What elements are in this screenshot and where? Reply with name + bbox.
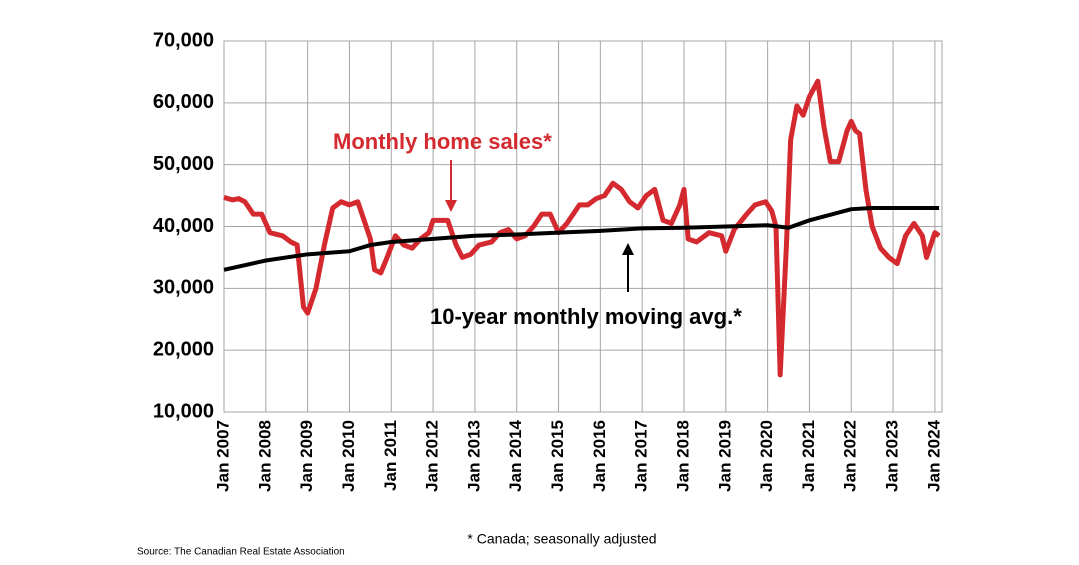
x-tick-label: Jan 2012	[423, 420, 442, 492]
x-tick-label: Jan 2009	[297, 420, 316, 492]
x-tick-label: Jan 2008	[255, 420, 274, 492]
series-line	[223, 78, 941, 378]
source: Source: The Canadian Real Estate Associa…	[137, 547, 345, 558]
x-tick-label: Jan 2013	[464, 420, 483, 492]
arrow-head	[622, 243, 634, 255]
series-label: Monthly home sales*	[333, 129, 552, 154]
x-tick-label: Jan 2023	[883, 420, 902, 492]
series-label: 10-year monthly moving avg.*	[430, 304, 742, 329]
x-tick-label: Jan 2010	[339, 420, 358, 492]
x-tick-label: Jan 2022	[841, 420, 860, 492]
x-tick-label: Jan 2015	[548, 420, 567, 492]
y-tick-label: 60,000	[153, 91, 214, 113]
x-tick-label: Jan 2018	[673, 420, 692, 492]
series-line	[223, 205, 940, 272]
x-tick-label: Jan 2021	[799, 420, 818, 492]
x-tick-label: Jan 2019	[715, 420, 734, 492]
y-tick-label: 20,000	[153, 338, 214, 360]
x-tick-label: Jan 2014	[506, 419, 525, 491]
x-tick-label: Jan 2024	[924, 419, 943, 491]
x-tick-label: Jan 2007	[213, 420, 232, 492]
x-tick-label: Jan 2017	[632, 420, 651, 492]
y-tick-label: 50,000	[153, 153, 214, 175]
plot-frame	[223, 40, 943, 413]
y-tick-label: 40,000	[153, 215, 214, 237]
x-tick-label: Jan 2011	[381, 420, 400, 491]
y-tick-label: 30,000	[153, 277, 214, 299]
y-tick-label: 70,000	[153, 29, 214, 51]
x-tick-label: Jan 2020	[757, 420, 776, 492]
arrow-head	[445, 200, 457, 212]
y-tick-label: 10,000	[153, 400, 214, 422]
footnote: * Canada; seasonally adjusted	[467, 531, 656, 547]
x-tick-label: Jan 2016	[590, 420, 609, 492]
